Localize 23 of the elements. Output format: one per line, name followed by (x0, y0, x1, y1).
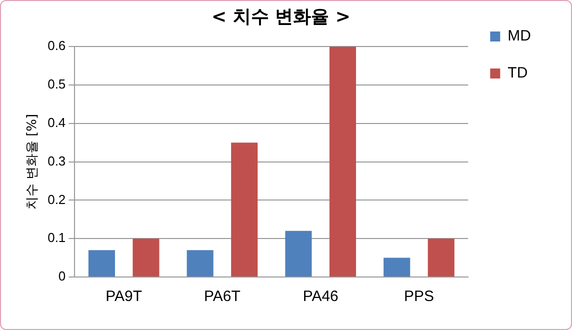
y-axis-title: 치수 변화율 [%] (25, 114, 40, 210)
chart-title: < 치수 변화율 > (212, 6, 350, 28)
y-tick-label: 0.6 (48, 38, 66, 54)
legend-label: MD (508, 28, 532, 45)
legend-label: TD (508, 64, 528, 82)
x-tick-label: PA9T (106, 288, 142, 306)
x-tick-label: PPS (404, 288, 434, 306)
y-tick-label: 0.4 (48, 114, 66, 130)
bar (428, 238, 454, 276)
y-tick-label: 0.2 (48, 192, 66, 207)
bar (88, 250, 116, 276)
y-tick-label: 0.5 (48, 76, 66, 92)
x-tick-label: PA46 (302, 288, 338, 306)
bar (384, 258, 410, 276)
y-tick-label: 0.1 (48, 230, 66, 246)
bar (132, 238, 160, 276)
bar (285, 230, 312, 276)
y-tick-label: 0 (58, 268, 66, 284)
bar (186, 250, 214, 276)
bar (329, 46, 356, 276)
x-tick-label: PA6T (204, 288, 240, 306)
bar (231, 142, 258, 276)
y-tick-label: 0.3 (48, 153, 66, 168)
